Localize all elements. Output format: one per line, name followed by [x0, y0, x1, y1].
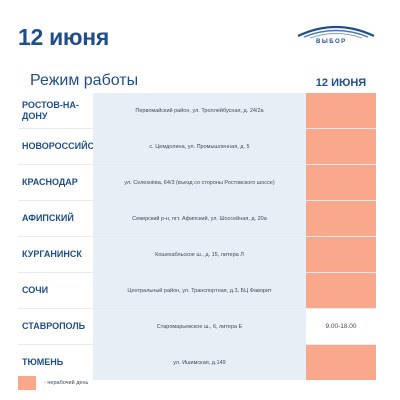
day-off-cell — [306, 345, 376, 380]
city-name: АФИПСКИЙ — [22, 213, 74, 223]
schedule-table: РОСТОВ-НА-ДОНУ Первомайский район, ул. Тр… — [18, 93, 376, 380]
address-cell: Северский р-н, пгт. Афипский, ул. Шоссей… — [93, 201, 306, 236]
city-name: СТАВРОПОЛЬ — [22, 321, 86, 331]
table-row: РОСТОВ-НА-ДОНУ Первомайский район, ул. Тр… — [18, 93, 376, 129]
address-cell: Первомайский район, ул. Троллейбусная, д… — [93, 93, 306, 128]
schedule-header: Режим работы — [30, 72, 139, 89]
day-off-cell — [306, 273, 376, 308]
city-name: КРАСНОДАР — [22, 177, 78, 187]
day-off-cell — [306, 237, 376, 272]
logo-arcs-icon — [297, 25, 375, 39]
address-cell: Кошехабльское ш., д. 15, литера Л — [93, 237, 306, 272]
table-row: КРАСНОДАР ул. Селезнёва, 64/3 (въезд со с… — [18, 165, 376, 201]
legend-text: - нерабочий день — [44, 380, 89, 386]
day-off-cell — [306, 201, 376, 236]
city-name: СОЧИ — [22, 285, 49, 295]
legend-swatch — [18, 376, 36, 390]
address-cell: ул. Селезнёва, 64/3 (въезд со стороны Ро… — [93, 165, 306, 200]
address-cell: с. Цемдолина, ул. Промышленная, д. 5 — [93, 129, 306, 164]
table-row: АФИПСКИЙ Северский р-н, пгт. Афипский, ул… — [18, 201, 376, 237]
table-row: СТАВРОПОЛЬ Старомарьевское ш., 6, литера … — [18, 309, 376, 345]
address-cell: Старомарьевское ш., 6, литера Е — [93, 309, 306, 344]
logo-text: ВЫБОР — [316, 39, 347, 45]
table-row: КУРГАНИНСК Кошехабльское ш., д. 15, литер… — [18, 237, 376, 273]
table-row: НОВОРОССИЙСК с. Цемдолина, ул. Промышленн… — [18, 129, 376, 165]
working-hours-cell: 9.00-18.00 — [306, 309, 376, 344]
city-name: РОСТОВ-НА-ДОНУ — [22, 99, 79, 121]
table-row: СОЧИ Центральный район, ул. Транспортная,… — [18, 273, 376, 309]
city-name: ТЮМЕНЬ — [22, 357, 64, 367]
day-column-header: 12 ИЮНЯ — [315, 77, 367, 89]
brand-logo: ВЫБОР — [296, 22, 376, 52]
page-title: 12 июня — [18, 24, 109, 50]
day-off-cell — [306, 93, 376, 128]
city-name: НОВОРОССИЙСК — [22, 141, 100, 151]
table-row: ТЮМЕНЬ ул. Ишимская, д.149 — [18, 345, 376, 380]
day-off-cell — [306, 165, 376, 200]
address-cell: ул. Ишимская, д.149 — [93, 345, 306, 380]
day-off-cell — [306, 129, 376, 164]
address-cell: Центральный район, ул. Транспортная, д.3… — [93, 273, 306, 308]
city-name: КУРГАНИНСК — [22, 249, 82, 259]
